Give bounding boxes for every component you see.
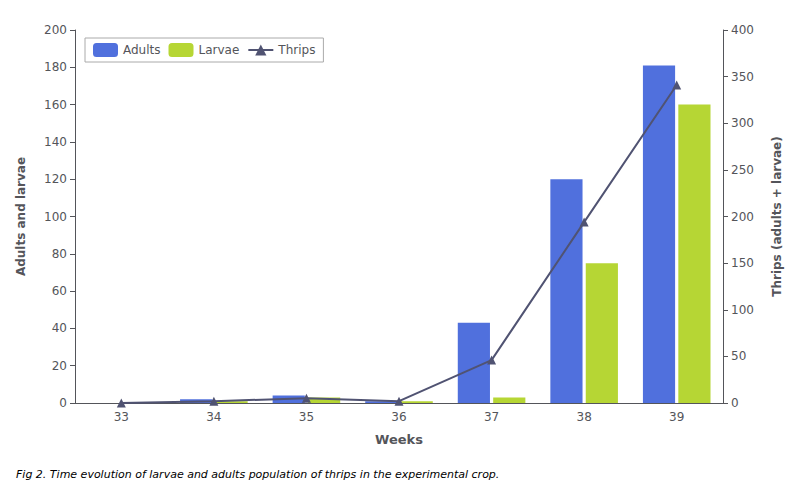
svg-text:100: 100: [731, 303, 754, 317]
svg-text:Adults and larvae: Adults and larvae: [14, 157, 28, 276]
svg-text:350: 350: [731, 70, 754, 84]
svg-text:35: 35: [299, 410, 314, 424]
svg-text:50: 50: [731, 349, 746, 363]
svg-text:34: 34: [206, 410, 221, 424]
svg-text:Weeks: Weeks: [375, 432, 423, 447]
svg-text:38: 38: [577, 410, 592, 424]
svg-text:100: 100: [44, 210, 67, 224]
svg-text:60: 60: [52, 284, 67, 298]
svg-text:250: 250: [731, 163, 754, 177]
svg-text:400: 400: [731, 23, 754, 37]
svg-text:200: 200: [44, 23, 67, 37]
svg-text:Thrips: Thrips: [277, 43, 315, 57]
svg-text:140: 140: [44, 135, 67, 149]
svg-text:180: 180: [44, 60, 67, 74]
svg-text:200: 200: [731, 210, 754, 224]
svg-text:80: 80: [52, 247, 67, 261]
svg-text:40: 40: [52, 321, 67, 335]
svg-text:Thrips (adults + larvae): Thrips (adults + larvae): [770, 136, 784, 296]
svg-text:300: 300: [731, 116, 754, 130]
svg-text:Fig 2. Time evolution of larva: Fig 2. Time evolution of larvae and adul…: [16, 468, 499, 481]
svg-text:160: 160: [44, 98, 67, 112]
svg-text:36: 36: [391, 410, 406, 424]
svg-text:Larvae: Larvae: [199, 43, 240, 57]
svg-text:Adults: Adults: [123, 43, 161, 57]
svg-text:39: 39: [669, 410, 684, 424]
svg-text:0: 0: [731, 396, 739, 410]
svg-text:20: 20: [52, 359, 67, 373]
svg-text:120: 120: [44, 172, 67, 186]
svg-text:37: 37: [484, 410, 499, 424]
svg-text:0: 0: [59, 396, 67, 410]
svg-text:33: 33: [114, 410, 129, 424]
svg-text:150: 150: [731, 256, 754, 270]
